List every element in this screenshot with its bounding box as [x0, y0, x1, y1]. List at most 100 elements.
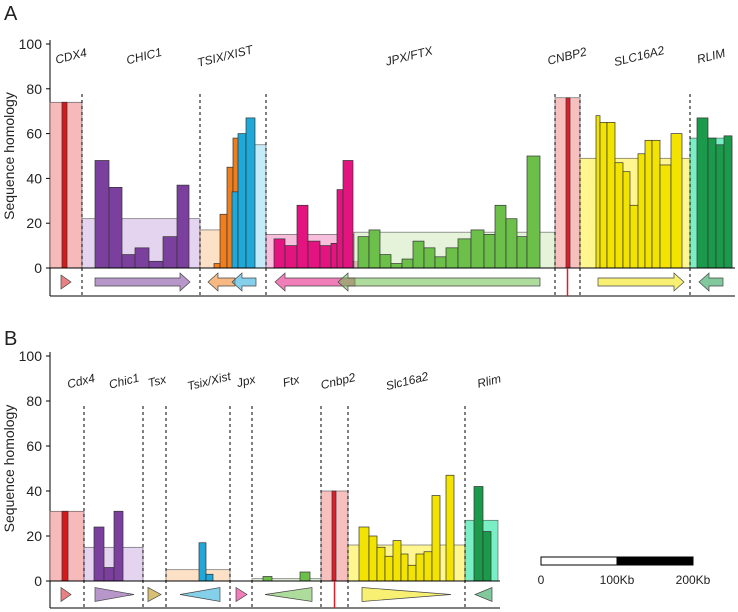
bar	[368, 229, 381, 269]
bar	[237, 133, 247, 269]
gene-arrow	[60, 274, 72, 290]
y-tick-label: 20	[26, 215, 42, 231]
bar	[245, 117, 256, 269]
gene-rlim	[464, 486, 499, 582]
bar	[483, 234, 496, 269]
bar	[198, 542, 207, 582]
gene-cdx4	[49, 510, 85, 582]
bar	[494, 204, 507, 269]
bar	[629, 204, 639, 269]
bar	[614, 162, 624, 269]
bar	[94, 160, 110, 269]
gene-arrow	[474, 586, 493, 603]
bar	[262, 576, 273, 582]
gene-label: JPX/FTX	[383, 43, 435, 69]
gene-chic1	[83, 510, 144, 582]
y-axis-label: Sequence homology	[1, 405, 17, 533]
gene-cnbp2	[320, 490, 349, 582]
bar	[93, 526, 105, 582]
gene-xist	[231, 117, 267, 269]
bar	[423, 247, 436, 269]
bar	[415, 553, 425, 582]
bar	[213, 263, 221, 269]
bar	[606, 122, 616, 269]
bar	[384, 555, 394, 582]
y-tick-label: 60	[26, 438, 42, 454]
gene-arrow	[94, 272, 191, 292]
bar	[659, 164, 672, 269]
y-tick-label: 0	[34, 573, 42, 589]
y-tick-label: 20	[26, 528, 42, 544]
bar	[637, 153, 646, 269]
y-tick-label: 100	[19, 36, 43, 52]
bar	[299, 571, 311, 582]
bar	[134, 247, 150, 269]
y-tick-label: 0	[34, 260, 42, 276]
gene-arrow	[235, 586, 248, 603]
gene-label: Ftx	[281, 372, 302, 390]
gene-label: TSIX/XIST	[196, 42, 256, 70]
bar	[401, 258, 414, 269]
gene-cdx4	[49, 101, 83, 269]
gene-arrow	[597, 272, 685, 292]
gene-cnbp2	[554, 97, 581, 269]
gene-arrow	[698, 272, 724, 292]
bar	[723, 135, 733, 269]
panel-letter: B	[4, 328, 17, 350]
gene-ftx	[251, 571, 322, 582]
bar	[407, 564, 417, 582]
bar	[358, 526, 370, 582]
bar	[412, 240, 425, 269]
bar	[121, 254, 136, 269]
scale-bar: 0 100Kb 200Kb	[538, 556, 711, 587]
bar	[331, 490, 337, 582]
bar	[400, 553, 409, 582]
bar	[423, 551, 433, 582]
scale-bar-label: 100Kb	[600, 573, 635, 587]
y-tick-label: 80	[26, 393, 42, 409]
mean-band	[165, 569, 231, 582]
panel-a: A 0 20 40 60 80 100 Sequence homology CDX4 CHIC1 T…	[1, 3, 735, 297]
bar	[622, 171, 631, 269]
bar	[482, 531, 492, 582]
bar	[457, 238, 472, 269]
bar	[445, 247, 459, 269]
bar	[707, 137, 717, 269]
y-tick-label: 100	[19, 348, 43, 364]
bar	[296, 204, 309, 269]
gene-arrow	[179, 587, 221, 602]
scale-bar-label: 0	[538, 573, 545, 587]
gene-label: Tsix/Xist	[186, 369, 233, 393]
gene-arrow	[361, 587, 452, 602]
bar	[516, 236, 528, 269]
gene-arrow	[337, 272, 541, 292]
bar	[113, 510, 124, 582]
scale-bar-label: 200Kb	[676, 573, 711, 587]
bar	[342, 160, 354, 269]
bar	[431, 495, 441, 582]
panel-b: B 0 20 40 60 80 100 Sequence homology Cdx4 Chic1 T…	[1, 328, 503, 609]
bar	[61, 510, 69, 582]
bar	[651, 139, 661, 269]
bar	[644, 139, 653, 269]
gene-label: Cdx4	[66, 371, 97, 391]
gene-label: CHIC1	[125, 45, 163, 67]
bar	[599, 122, 608, 269]
gene-label: Slc16a2	[384, 369, 430, 393]
gene-label: Rlim	[476, 371, 503, 390]
gene-arrow	[231, 272, 257, 292]
y-tick-label: 40	[26, 170, 42, 186]
bar	[307, 240, 321, 269]
gene-arrow	[94, 587, 135, 602]
gene-label: Chic1	[107, 371, 140, 392]
gene-slc16a2	[579, 115, 691, 269]
y-tick-label: 80	[26, 81, 42, 97]
gene-label: Tsx	[146, 372, 168, 390]
bar	[392, 540, 402, 582]
gene-label: CDX4	[54, 45, 89, 66]
bar	[108, 187, 123, 269]
bar	[470, 229, 485, 269]
bar	[376, 546, 386, 582]
scale-bar-black	[616, 556, 694, 566]
